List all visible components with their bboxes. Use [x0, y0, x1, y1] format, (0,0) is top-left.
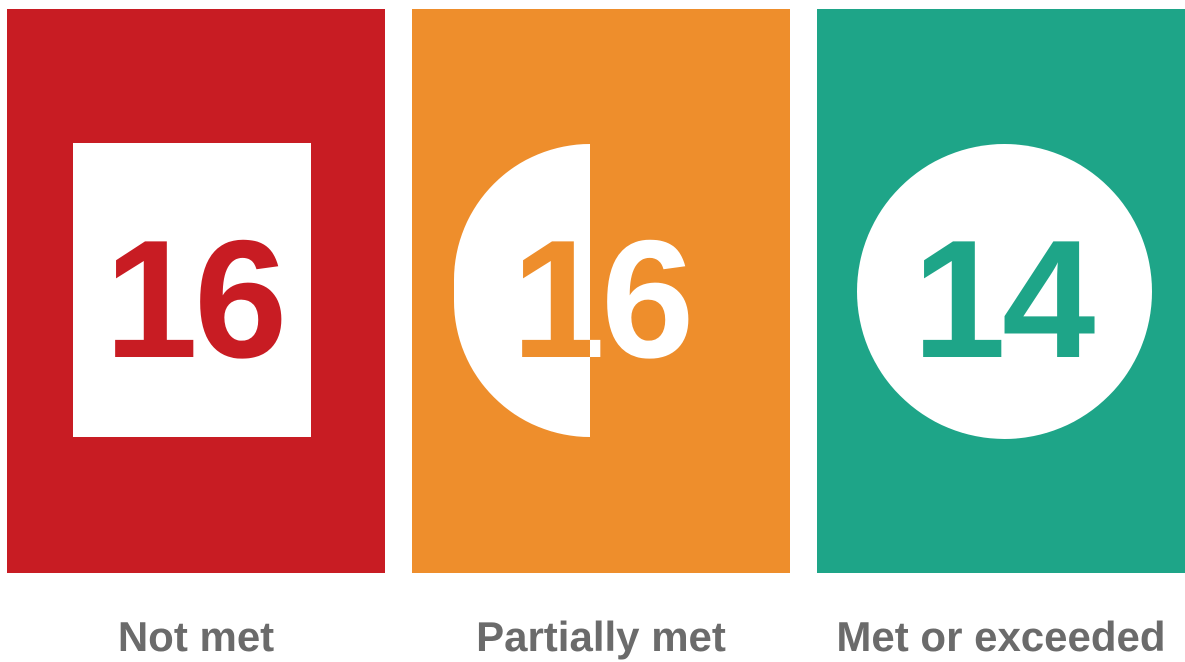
partially-met-caption: Partially met	[476, 613, 726, 660]
met-or-exceeded-panel: 14	[817, 9, 1185, 573]
partially-met-count: 16 16	[412, 214, 790, 384]
not-met-panel: 16	[7, 9, 385, 573]
met-or-exceeded-count: 14	[912, 205, 1096, 393]
circle-icon	[857, 144, 1152, 439]
partially-met-count-right: 16	[590, 214, 694, 384]
partially-met-panel: 16 16	[412, 9, 790, 573]
square-icon	[73, 143, 311, 437]
not-met-count: 16	[104, 205, 288, 393]
partially-met-count-left: 16	[511, 214, 590, 384]
not-met-caption: Not met	[117, 613, 275, 660]
met-or-exceeded-caption: Met or exceeded	[836, 613, 1166, 660]
